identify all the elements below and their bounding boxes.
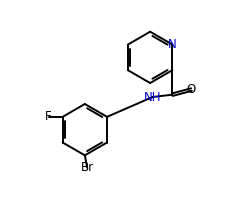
- Text: N: N: [168, 38, 177, 51]
- Text: Br: Br: [81, 161, 94, 174]
- Text: F: F: [45, 110, 52, 123]
- Text: O: O: [187, 83, 196, 96]
- Text: NH: NH: [144, 90, 161, 104]
